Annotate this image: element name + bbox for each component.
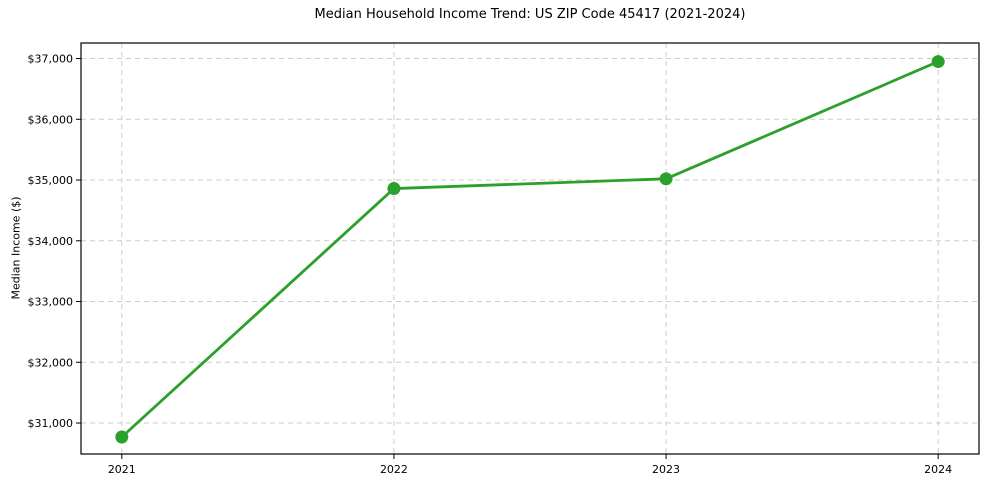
x-tick-label: 2022	[380, 463, 408, 476]
trend-line	[120, 60, 940, 439]
data-point-2023	[659, 172, 673, 186]
data-point-2022	[387, 182, 401, 196]
x-tick-label: 2023	[652, 463, 680, 476]
y-tick-label: $32,000	[28, 356, 74, 369]
y-tick-label: $36,000	[28, 113, 74, 126]
y-tick-label: $33,000	[28, 296, 74, 309]
data-point-2024	[931, 55, 945, 69]
plot-border	[80, 42, 980, 455]
y-tick-label: $34,000	[28, 235, 74, 248]
y-tick-label: $37,000	[28, 53, 74, 66]
x-tick-label: 2024	[924, 463, 952, 476]
data-point-2021	[115, 430, 129, 444]
y-tick-label: $35,000	[28, 174, 74, 187]
y-tick-label: $31,000	[28, 417, 74, 430]
chart-title: Median Household Income Trend: US ZIP Co…	[314, 7, 746, 22]
x-tick-label: 2021	[108, 463, 136, 476]
